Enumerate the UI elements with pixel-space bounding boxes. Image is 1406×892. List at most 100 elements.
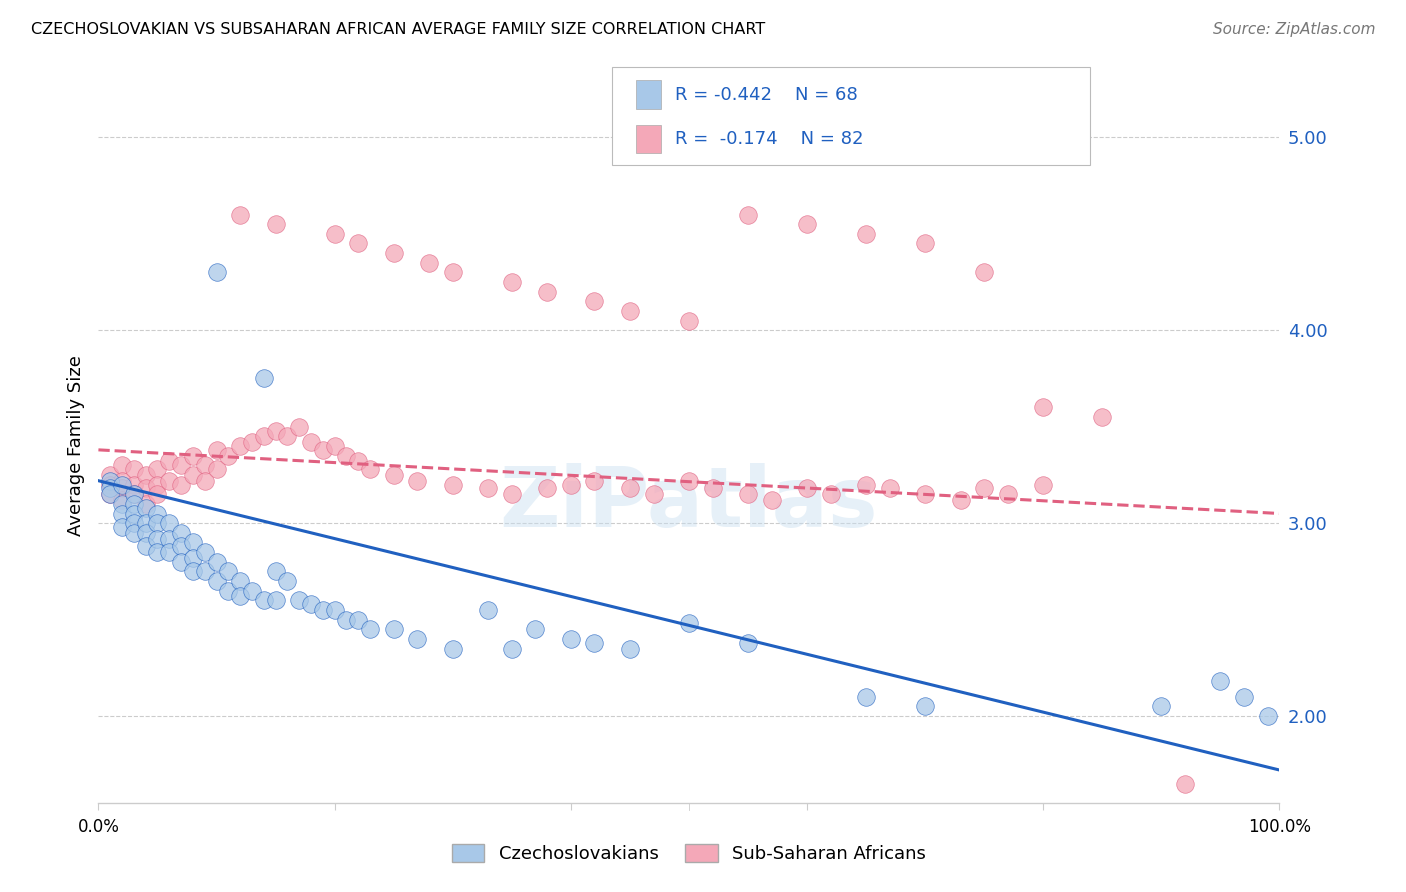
Point — [253, 371, 276, 385]
Point — [973, 482, 995, 496]
Point — [737, 636, 759, 650]
Point — [406, 474, 429, 488]
Point — [312, 603, 335, 617]
Point — [205, 574, 228, 588]
Point — [678, 474, 700, 488]
Point — [323, 227, 346, 241]
Point — [181, 467, 204, 482]
Point — [560, 632, 582, 646]
Point — [146, 516, 169, 530]
Point — [536, 482, 558, 496]
Point — [181, 550, 204, 565]
Point — [583, 474, 606, 488]
Point — [122, 477, 145, 491]
Point — [312, 442, 335, 457]
Point — [157, 474, 180, 488]
Point — [122, 487, 145, 501]
Point — [1257, 709, 1279, 723]
Point — [157, 454, 180, 468]
Text: R =  -0.174    N = 82: R = -0.174 N = 82 — [675, 130, 863, 148]
Point — [335, 449, 357, 463]
Point — [217, 449, 239, 463]
Legend: Czechoslovakians, Sub-Saharan Africans: Czechoslovakians, Sub-Saharan Africans — [443, 835, 935, 872]
Point — [194, 545, 217, 559]
Point — [170, 458, 193, 473]
Point — [560, 477, 582, 491]
Point — [1032, 401, 1054, 415]
Point — [205, 462, 228, 476]
Point — [229, 208, 252, 222]
Point — [702, 482, 724, 496]
Point — [1032, 477, 1054, 491]
Point — [122, 516, 145, 530]
Point — [157, 516, 180, 530]
Point — [276, 429, 298, 443]
Point — [98, 487, 121, 501]
Point — [135, 500, 157, 515]
Point — [170, 477, 193, 491]
Point — [441, 641, 464, 656]
Point — [146, 545, 169, 559]
Point — [217, 583, 239, 598]
Point — [205, 555, 228, 569]
Point — [122, 462, 145, 476]
Point — [359, 462, 381, 476]
Point — [253, 593, 276, 607]
Point — [264, 217, 287, 231]
Point — [146, 532, 169, 546]
Point — [619, 304, 641, 318]
Point — [194, 458, 217, 473]
Point — [146, 507, 169, 521]
Point — [997, 487, 1019, 501]
Point — [914, 487, 936, 501]
Point — [1150, 699, 1173, 714]
Point — [181, 449, 204, 463]
Point — [205, 442, 228, 457]
Point — [135, 516, 157, 530]
Point — [135, 482, 157, 496]
Point — [299, 435, 322, 450]
Point — [1209, 674, 1232, 689]
Point — [619, 482, 641, 496]
Point — [229, 590, 252, 604]
Point — [973, 265, 995, 279]
Point — [276, 574, 298, 588]
Point — [135, 539, 157, 553]
Point — [253, 429, 276, 443]
Point — [914, 699, 936, 714]
Point — [146, 487, 169, 501]
Point — [170, 539, 193, 553]
Point — [111, 493, 134, 508]
Point — [111, 474, 134, 488]
Point — [619, 641, 641, 656]
Point — [122, 487, 145, 501]
Point — [264, 424, 287, 438]
Point — [111, 497, 134, 511]
Y-axis label: Average Family Size: Average Family Size — [66, 356, 84, 536]
Point — [122, 525, 145, 540]
Point — [359, 622, 381, 636]
Point — [98, 467, 121, 482]
Point — [855, 227, 877, 241]
Point — [524, 622, 547, 636]
Point — [761, 493, 783, 508]
Point — [737, 487, 759, 501]
Point — [1091, 410, 1114, 425]
Point — [643, 487, 665, 501]
Point — [98, 487, 121, 501]
Point — [583, 294, 606, 309]
Point — [229, 574, 252, 588]
Point — [111, 458, 134, 473]
Point — [501, 487, 523, 501]
Point — [181, 565, 204, 579]
Point — [229, 439, 252, 453]
Point — [194, 565, 217, 579]
Point — [146, 477, 169, 491]
Point — [240, 435, 263, 450]
Point — [157, 545, 180, 559]
Point — [855, 690, 877, 704]
Point — [240, 583, 263, 598]
Point — [323, 439, 346, 453]
Point — [501, 275, 523, 289]
Point — [170, 525, 193, 540]
